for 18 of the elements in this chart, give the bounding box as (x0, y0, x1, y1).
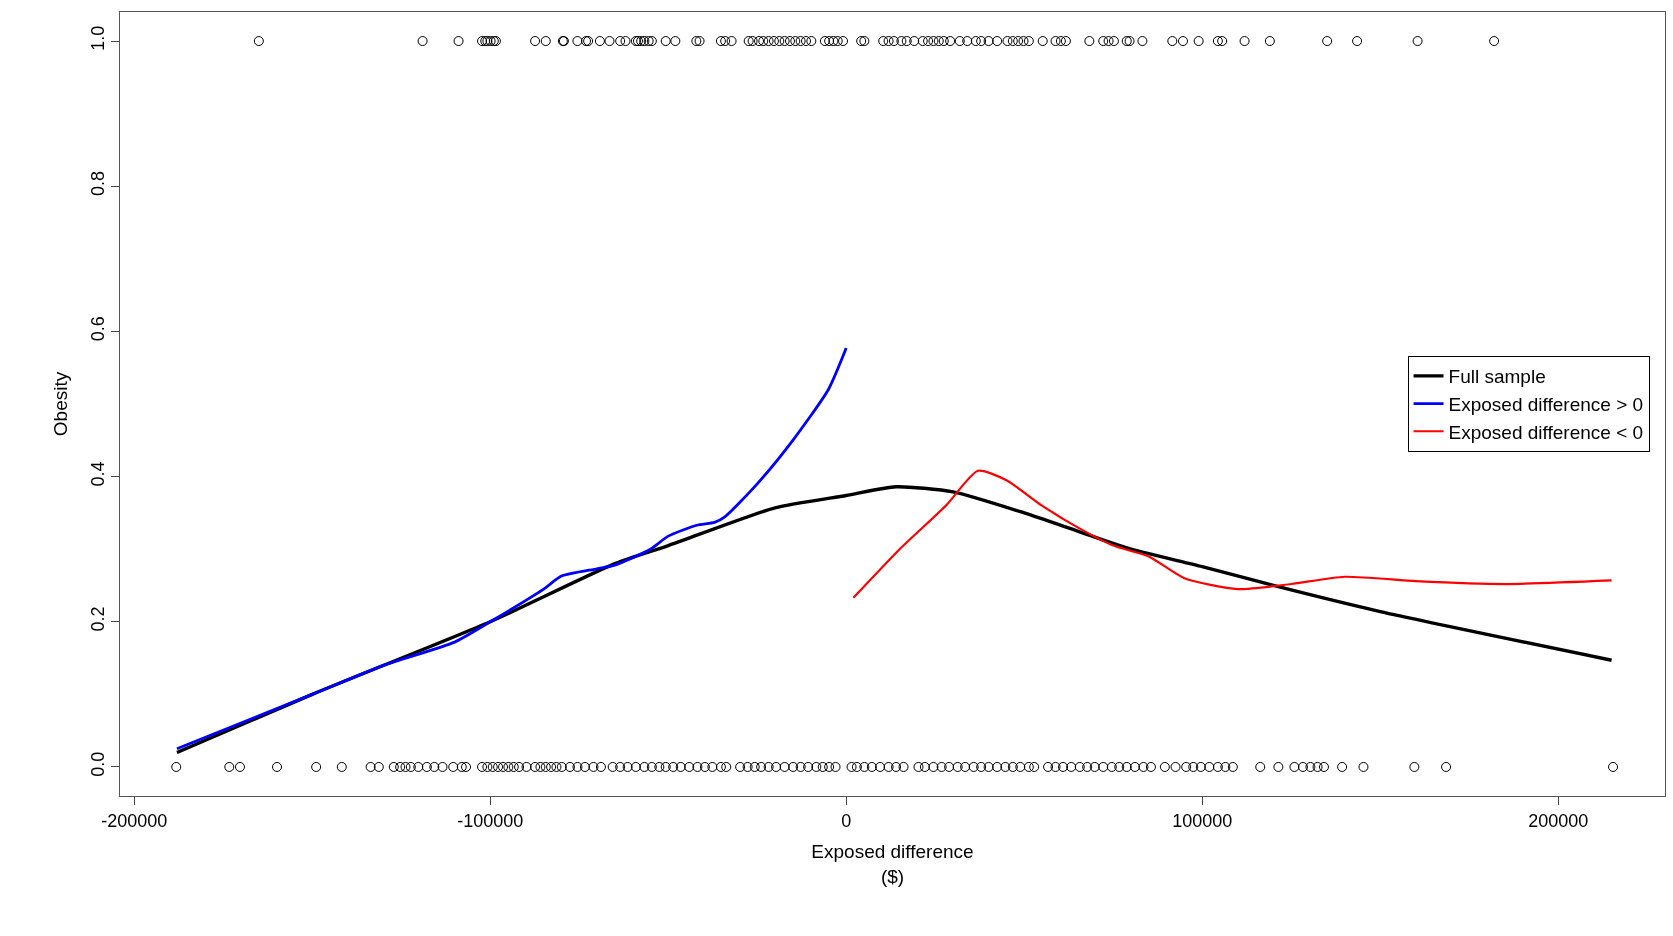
x-axis-title: Exposed difference ($) (811, 841, 974, 888)
y-tick-label: 0.0 (87, 751, 108, 777)
y-tick-label: 1.0 (87, 25, 108, 51)
legend-label: Exposed difference < 0 (1448, 421, 1644, 443)
y-tick-label: 0.8 (87, 171, 108, 197)
y-axis-title: Obesity (49, 371, 71, 437)
x-tick-label: -200000 (101, 810, 168, 831)
legend-label: Full sample (1448, 366, 1546, 388)
y-tick-label: 0.6 (87, 316, 108, 342)
x-tick-label: 0 (841, 810, 852, 831)
x-tick-label: -100000 (457, 810, 524, 831)
x-tick-label: 200000 (1528, 810, 1589, 831)
line-series (175, 346, 848, 751)
y-tick-label: 0.4 (87, 461, 108, 487)
legend-label: Exposed difference > 0 (1448, 393, 1644, 415)
x-tick-label: 100000 (1172, 810, 1233, 831)
y-tick-label: 0.2 (87, 606, 108, 632)
line-series (852, 469, 1613, 599)
